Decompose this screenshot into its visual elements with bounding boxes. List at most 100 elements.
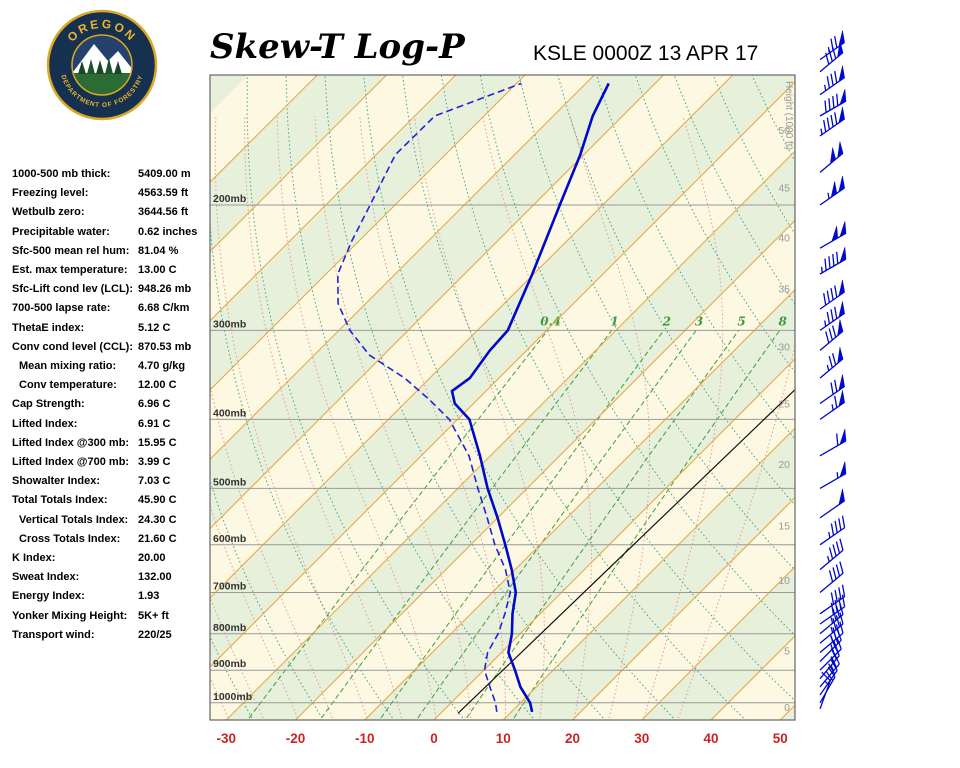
index-value: 6.91 C [138, 417, 171, 430]
index-value: 3644.56 ft [138, 206, 189, 219]
index-label: Energy Index: [12, 590, 85, 603]
wind-barb-feather [832, 627, 837, 640]
wind-barb-staff [819, 639, 842, 662]
index-label: Cross Totals Index: [19, 532, 121, 545]
wind-barb-feather [834, 520, 838, 533]
index-row: Freezing level: 4563.59 ft [12, 184, 197, 203]
wind-barb-feather [828, 663, 836, 675]
wind-barb-feather [839, 538, 844, 551]
height-label: 50 [778, 125, 790, 137]
index-row: Lifted Index @300 mb: 15.95 C [12, 434, 197, 453]
wind-barb-feather [826, 290, 831, 303]
wind-barb-feather [838, 597, 842, 610]
index-row: Conv cond level (CCL): 870.53 mb [12, 338, 197, 357]
index-label: Sfc-500 mean rel hum: [12, 244, 130, 257]
index-label: ThetaE index: [12, 321, 85, 334]
isobars [210, 204, 795, 704]
height-label: 5 [784, 646, 790, 658]
temperature-axis-label: -30 [216, 731, 236, 746]
wind-barb-half-feather [826, 555, 830, 562]
wind-barb-feather [834, 395, 838, 408]
index-row: Mean mixing ratio: 4.70 g/kg [12, 357, 197, 376]
wind-barb-flag [838, 175, 845, 193]
index-value: 1.93 [138, 590, 160, 603]
wind-barb-feather [834, 112, 838, 125]
parcel-reference-line [457, 388, 795, 714]
wind-barb-feather [841, 584, 846, 597]
index-value: 948.26 mb [138, 283, 192, 296]
wind-barb-flag [838, 106, 845, 124]
height-label: 15 [778, 521, 790, 533]
index-value: 45.90 C [138, 494, 177, 507]
pressure-label: 1000mb [213, 691, 252, 703]
height-label: 30 [778, 341, 790, 353]
wind-barb-flag [837, 319, 844, 337]
wind-barb-staff [819, 596, 845, 615]
mixing-ratio-label: 1 [610, 314, 618, 328]
wind-barb-half-feather [830, 665, 835, 672]
wind-barb-flag [838, 65, 845, 83]
wind-barb-feather [823, 119, 827, 133]
wind-barb-feather [831, 325, 837, 338]
index-row: 1000-500 mb thick: 5409.00 m [12, 165, 197, 184]
wind-barb-feather [828, 356, 833, 368]
temperature-axis-label: 0 [430, 731, 438, 746]
wind-barb-feather [826, 117, 831, 130]
wind-barb-half-feather [824, 84, 827, 91]
tree-icon [96, 60, 104, 74]
index-value: 6.96 C [138, 398, 171, 411]
index-label: Lifted Index @300 mb: [12, 436, 130, 449]
wind-barb-half-feather [826, 364, 830, 371]
wind-barb-feather [839, 612, 844, 625]
pressure-label: 700mb [213, 580, 246, 592]
wind-barb-feather [821, 671, 831, 682]
wind-barb-staff [819, 549, 844, 571]
temperature-axis-label: 20 [565, 731, 580, 746]
wind-barb-feather [836, 637, 842, 650]
logo-inner-ring [71, 34, 133, 96]
wind-barb-staff [819, 676, 836, 704]
odf-logo: OREGON DEPARTMENT OF FORESTRY [46, 9, 158, 121]
wind-barb-feather [826, 76, 831, 89]
index-label: Est. max temperature: [12, 264, 128, 277]
index-value: 15.95 C [138, 436, 177, 449]
wind-barb-half-feather [828, 531, 831, 539]
wind-barb-flag [839, 428, 847, 445]
wind-barb-flag [837, 347, 844, 364]
dry-adiabats [210, 75, 795, 719]
pressure-label: 300mb [213, 318, 246, 330]
index-value: 6.68 C/km [138, 302, 190, 315]
index-label: 1000-500 mb thick: [12, 168, 111, 180]
wind-barb-half-feather [830, 635, 834, 643]
index-row: Cross Totals Index: 21.60 C [12, 530, 197, 549]
height-label: 40 [778, 232, 790, 244]
pressure-label: 200mb [213, 193, 246, 205]
index-label: 700-500 lapse rate: [12, 302, 111, 315]
wind-barb-feather [832, 544, 837, 557]
index-label: Total Totals Index: [12, 494, 108, 507]
station-id: KSLE 0000Z 13 APR 17 [533, 42, 759, 65]
index-row: Lifted Index: 6.91 C [12, 415, 197, 434]
height-label: 35 [778, 284, 790, 296]
wind-barbs [819, 30, 847, 710]
wind-barb-half-feather [827, 46, 831, 54]
wind-barb-half-feather [830, 617, 834, 624]
wind-barb-feather [839, 621, 844, 634]
index-row: Lifted Index @700 mb: 3.99 C [12, 453, 197, 472]
index-label: Conv temperature: [19, 379, 117, 392]
height-label: 45 [778, 183, 790, 195]
height-axis-title: Height (1000 ft) [783, 81, 794, 150]
wind-barb-feather [834, 306, 838, 319]
wind-barb-flag [829, 147, 836, 165]
index-row: Sfc-500 mean rel hum: 81.04 % [12, 242, 197, 261]
pressure-label: 400mb [213, 407, 246, 419]
index-value: 4563.59 ft [138, 187, 189, 200]
index-row: Conv temperature: 12.00 C [12, 376, 197, 395]
tree-icon [105, 58, 113, 74]
index-value: 20.00 [138, 552, 166, 565]
index-label: Sfc-Lift cond lev (LCL): [12, 283, 133, 296]
wind-barb-feather [831, 353, 837, 366]
mountain-icon [72, 44, 132, 76]
index-row: Cap Strength: 6.96 C [12, 395, 197, 414]
